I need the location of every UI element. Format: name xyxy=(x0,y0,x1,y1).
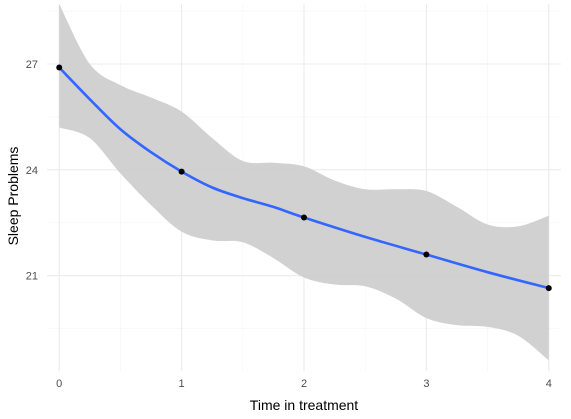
x-tick-label: 4 xyxy=(546,378,552,390)
x-tick-label: 2 xyxy=(301,378,307,390)
y-axis-title: Sleep Problems xyxy=(5,147,21,246)
y-tick-label: 27 xyxy=(26,59,38,71)
data-point xyxy=(301,214,307,221)
data-point xyxy=(178,168,185,175)
data-point xyxy=(545,285,552,292)
x-tick-label: 0 xyxy=(56,378,62,390)
data-points xyxy=(56,64,552,292)
data-point xyxy=(56,64,63,71)
confidence-band xyxy=(59,4,549,361)
y-tick-labels: 21 24 27 xyxy=(26,59,38,283)
y-tick-label: 24 xyxy=(26,165,38,177)
x-tick-label: 1 xyxy=(179,378,185,390)
x-axis-title: Time in treatment xyxy=(250,397,359,413)
y-tick-label: 21 xyxy=(26,271,38,283)
x-tick-labels: 0 1 2 3 4 xyxy=(56,378,552,390)
x-tick-label: 3 xyxy=(423,378,429,390)
data-point xyxy=(423,251,430,258)
